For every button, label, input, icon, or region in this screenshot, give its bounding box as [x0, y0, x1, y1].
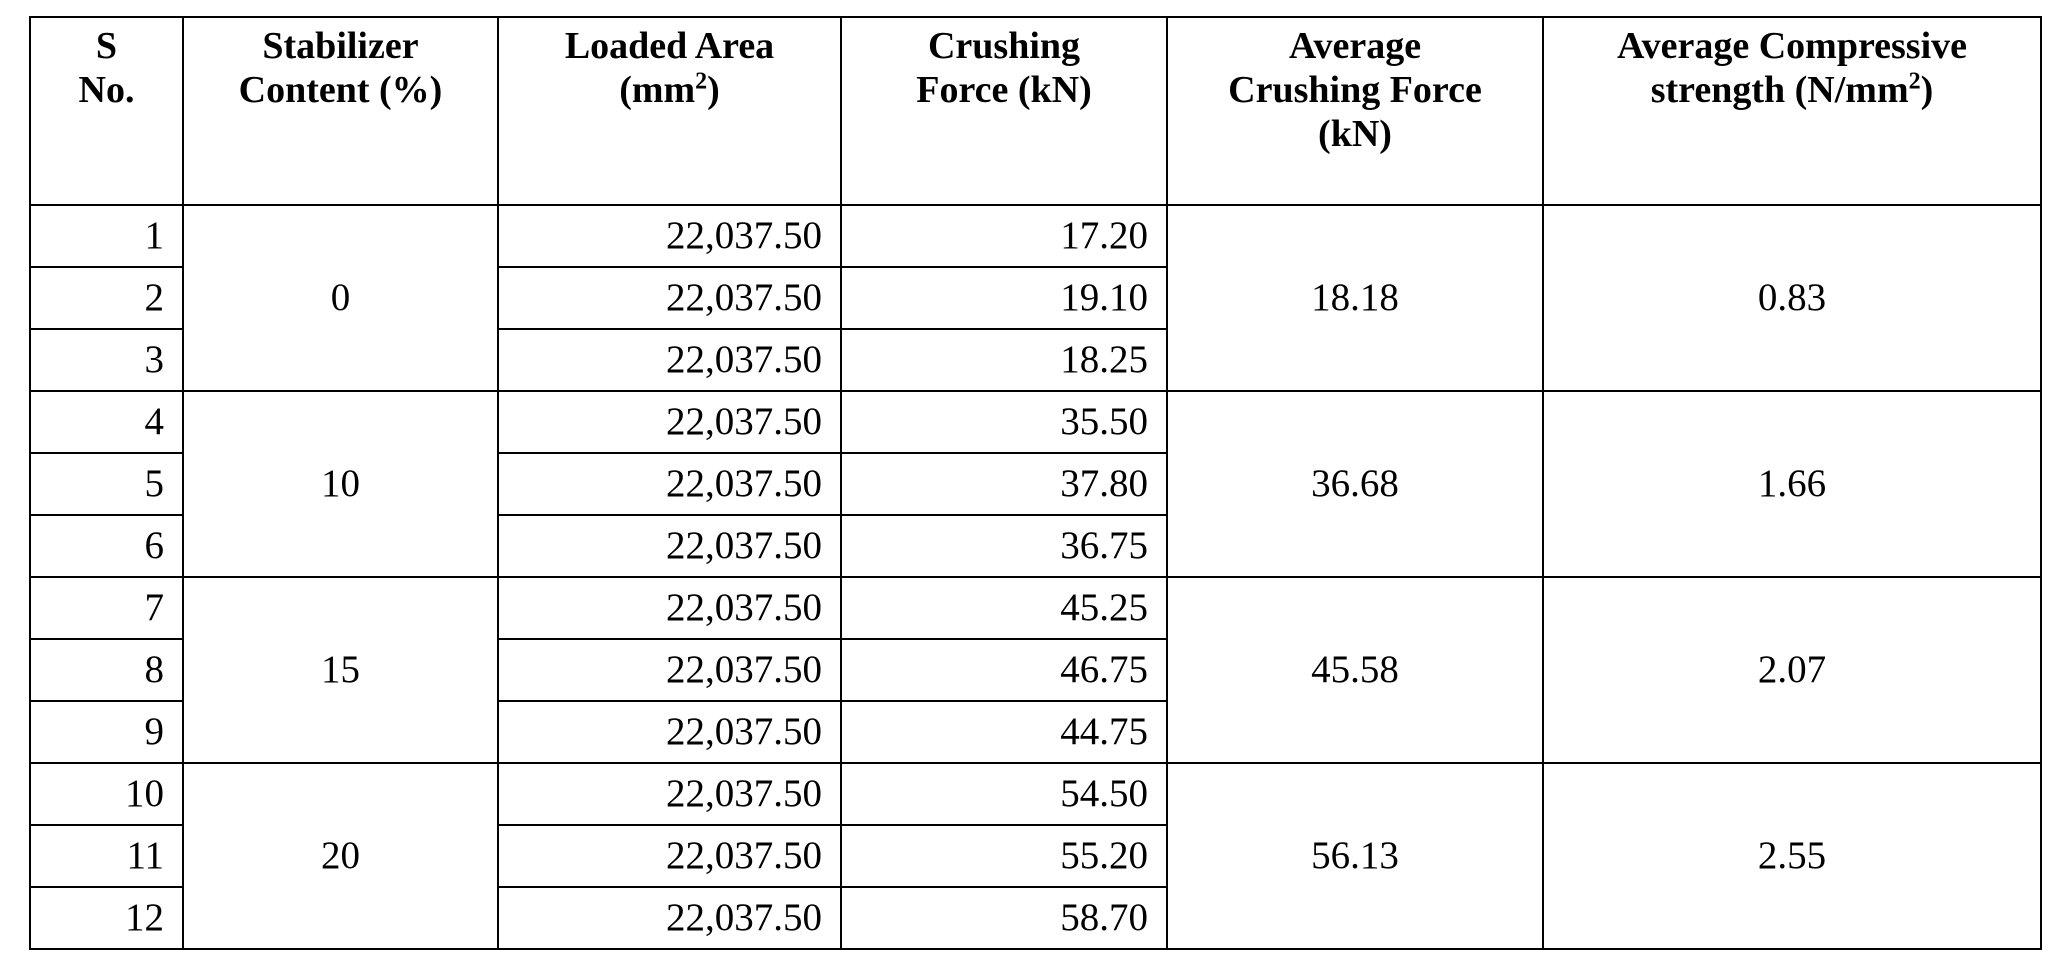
stabilizer-content-cell: 10 — [182, 390, 499, 578]
header-crushing-force: Crushing Force (kN) — [840, 16, 1168, 206]
sno-cell: 9 — [29, 700, 184, 764]
loaded-area-cell: 22,037.50 — [497, 700, 842, 764]
table-row: 5 22,037.50 37.80 — [29, 452, 2041, 516]
header-sno: S No. — [29, 16, 184, 206]
average-compressive-strength-cell: 2.55 — [1542, 762, 2042, 950]
table-row: 12 22,037.50 58.70 — [29, 886, 2041, 950]
average-crushing-force-cell: 45.58 — [1166, 576, 1544, 764]
sno-cell: 5 — [29, 452, 184, 516]
average-compressive-strength-cell: 2.07 — [1542, 576, 2042, 764]
crushing-force-cell: 46.75 — [840, 638, 1168, 702]
table-row: 7 15 22,037.50 45.25 45.58 2.07 — [29, 576, 2042, 764]
crushing-force-cell: 55.20 — [840, 824, 1168, 888]
sno-cell: 12 — [29, 886, 184, 950]
header-average-crushing-force: Average Crushing Force (kN) — [1166, 16, 1544, 206]
header-text: Crushing Force — [1228, 69, 1482, 111]
superscript: 2 — [695, 68, 708, 95]
header-average-compressive-strength: Average Compressive strength (N/mm2) — [1542, 16, 2042, 206]
loaded-area-cell: 22,037.50 — [497, 266, 842, 330]
header-row: S No. Stabilizer Content (%) Loaded Area (m… — [29, 16, 2042, 206]
header-text: ) — [707, 69, 720, 111]
sno-cell: 10 — [29, 762, 184, 826]
crushing-force-cell: 37.80 — [840, 452, 1168, 516]
table-row: 1 0 22,037.50 17.20 18.18 0.83 — [29, 204, 2042, 392]
sno-cell: 4 — [29, 390, 184, 454]
crushing-force-cell: 54.50 — [840, 762, 1168, 826]
table-row: 9 22,037.50 44.75 — [29, 700, 2041, 764]
loaded-area-cell: 22,037.50 — [497, 452, 842, 516]
sno-cell: 6 — [29, 514, 184, 578]
stabilizer-content-cell: 15 — [182, 576, 499, 764]
loaded-area-cell: 22,037.50 — [497, 328, 842, 392]
header-text: Average — [1288, 25, 1422, 67]
sno-cell: 8 — [29, 638, 184, 702]
loaded-area-cell: 22,037.50 — [497, 576, 842, 640]
compressive-strength-table: S No. Stabilizer Content (%) Loaded Area (m… — [29, 16, 2042, 950]
crushing-force-cell: 36.75 — [840, 514, 1168, 578]
crushing-force-cell: 44.75 — [840, 700, 1168, 764]
crushing-force-cell: 58.70 — [840, 886, 1168, 950]
loaded-area-cell: 22,037.50 — [497, 762, 842, 826]
crushing-force-cell: 45.25 — [840, 576, 1168, 640]
header-text: S — [95, 25, 118, 67]
sno-cell: 3 — [29, 328, 184, 392]
average-compressive-strength-cell: 1.66 — [1542, 390, 2042, 578]
header-stabilizer: Stabilizer Content (%) — [182, 16, 499, 206]
crushing-force-cell: 18.25 — [840, 328, 1168, 392]
header-text: Crushing — [927, 25, 1081, 67]
sno-cell: 7 — [29, 576, 184, 640]
header-text: Average Compressive — [1617, 25, 1967, 67]
stabilizer-content-cell: 20 — [182, 762, 499, 950]
loaded-area-cell: 22,037.50 — [497, 638, 842, 702]
header-text: No. — [78, 69, 135, 111]
crushing-force-cell: 17.20 — [840, 204, 1168, 268]
header-text: Loaded Area — [564, 25, 775, 67]
table-row: 10 20 22,037.50 54.50 56.13 2.55 — [29, 762, 2042, 950]
table-row: 4 10 22,037.50 35.50 36.68 1.66 — [29, 390, 2042, 578]
table-row: 3 22,037.50 18.25 — [29, 328, 2041, 392]
header-text: strength (N/mm — [1650, 69, 1909, 111]
header-text: Content (%) — [238, 69, 443, 111]
loaded-area-cell: 22,037.50 — [497, 204, 842, 268]
loaded-area-cell: 22,037.50 — [497, 886, 842, 950]
average-crushing-force-cell: 36.68 — [1166, 390, 1544, 578]
loaded-area-cell: 22,037.50 — [497, 824, 842, 888]
header-text: ) — [1920, 69, 1934, 111]
table-row: 11 22,037.50 55.20 — [29, 824, 2041, 888]
header-text: (kN) — [1318, 113, 1392, 155]
average-crushing-force-cell: 18.18 — [1166, 204, 1544, 392]
header-text: Force (kN) — [916, 69, 1092, 111]
average-crushing-force-cell: 56.13 — [1166, 762, 1544, 950]
loaded-area-cell: 22,037.50 — [497, 514, 842, 578]
superscript: 2 — [1908, 68, 1921, 95]
crushing-force-cell: 35.50 — [840, 390, 1168, 454]
header-loaded-area: Loaded Area (mm2) — [497, 16, 842, 206]
sno-cell: 1 — [29, 204, 184, 268]
table-row: 8 22,037.50 46.75 — [29, 638, 2041, 702]
loaded-area-cell: 22,037.50 — [497, 390, 842, 454]
stabilizer-content-cell: 0 — [182, 204, 499, 392]
average-compressive-strength-cell: 0.83 — [1542, 204, 2042, 392]
table-row: 2 22,037.50 19.10 — [29, 266, 2041, 330]
table-row: 6 22,037.50 36.75 — [29, 514, 2041, 578]
sno-cell: 2 — [29, 266, 184, 330]
sno-cell: 11 — [29, 824, 184, 888]
header-text: Stabilizer — [262, 25, 419, 67]
header-text: (mm — [619, 69, 696, 111]
crushing-force-cell: 19.10 — [840, 266, 1168, 330]
